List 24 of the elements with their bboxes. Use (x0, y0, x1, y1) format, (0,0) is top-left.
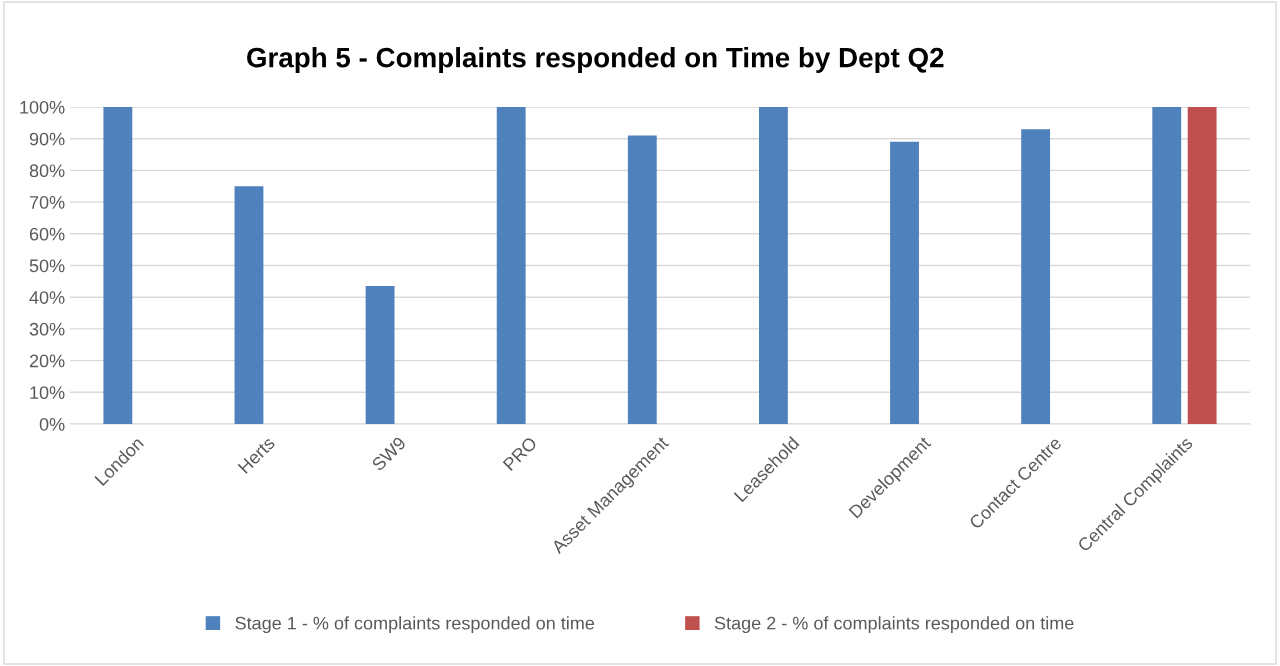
y-tick-label: 0% (39, 417, 65, 431)
y-tick-label: 100% (20, 100, 65, 114)
legend-label: Stage 1 - % of complaints responded on time (235, 616, 595, 634)
y-tick-label: 80% (29, 164, 65, 178)
bar (103, 107, 133, 424)
chart-title: Graph 5 - Complaints responded on Time by Dept Q2 (247, 47, 944, 73)
bar (627, 135, 657, 424)
bar (1152, 107, 1182, 424)
y-tick-label: 20% (29, 354, 65, 368)
y-tick-label: 10% (30, 386, 65, 400)
bar (365, 286, 395, 424)
bar (496, 107, 526, 424)
y-tick-label: 90% (29, 132, 65, 146)
bar (1021, 129, 1051, 424)
legend-label: Stage 2 - % of complaints responded on time (714, 616, 1074, 634)
y-tick-label: 40% (29, 291, 65, 304)
y-tick-label: 60% (29, 227, 65, 241)
bar (890, 141, 919, 424)
y-tick-label: 50% (29, 259, 65, 273)
bar (1187, 107, 1217, 424)
y-tick-label: 30% (29, 322, 65, 336)
y-tick-label: 70% (29, 196, 65, 209)
bar (758, 107, 788, 424)
bar (234, 186, 264, 424)
